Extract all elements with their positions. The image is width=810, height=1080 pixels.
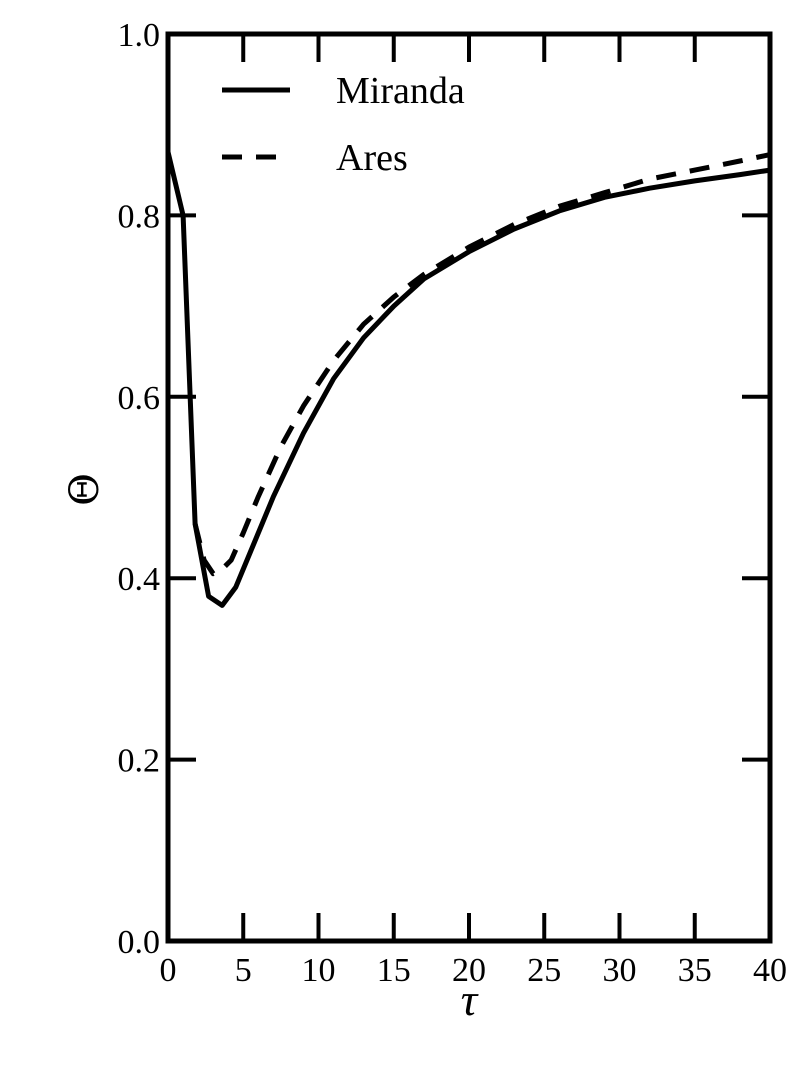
plot-frame [165, 31, 773, 944]
x-tick-label-35: 35 [678, 952, 712, 989]
x-tick-label-20: 20 [452, 952, 486, 989]
y-tick-label-0.8: 0.8 [118, 198, 161, 235]
legend: Miranda Ares [222, 70, 465, 179]
x-tick-label-10: 10 [302, 952, 336, 989]
y-tick-label-0.4: 0.4 [118, 561, 161, 598]
x-tick-label-15: 15 [377, 952, 411, 989]
labels-layer: 0 5 10 15 20 25 30 35 40 0.0 0.2 0.4 0.6 0.8 1.0 [118, 17, 788, 989]
x-tick-label-5: 5 [235, 952, 252, 989]
x-tick-label-25: 25 [527, 952, 561, 989]
legend-label-ares: Ares [336, 137, 408, 179]
x-tick-label-40: 40 [753, 952, 787, 989]
y-tick-label-1: 1.0 [118, 17, 161, 54]
series-line-miranda [165, 151, 771, 608]
x-tick-label-30: 30 [603, 952, 637, 989]
x-axis-title: τ [461, 974, 479, 1025]
series-line-ares [192, 152, 771, 577]
y-axis-title: Θ [62, 473, 108, 506]
x-tick-label-0: 0 [160, 952, 177, 989]
y-tick-label-0.2: 0.2 [118, 743, 161, 780]
y-tick-label-0.6: 0.6 [118, 380, 161, 417]
y-tick-label-0: 0.0 [118, 924, 161, 961]
ticks-layer [166, 32, 772, 943]
legend-label-miranda: Miranda [336, 70, 465, 112]
series-layer [165, 151, 771, 608]
